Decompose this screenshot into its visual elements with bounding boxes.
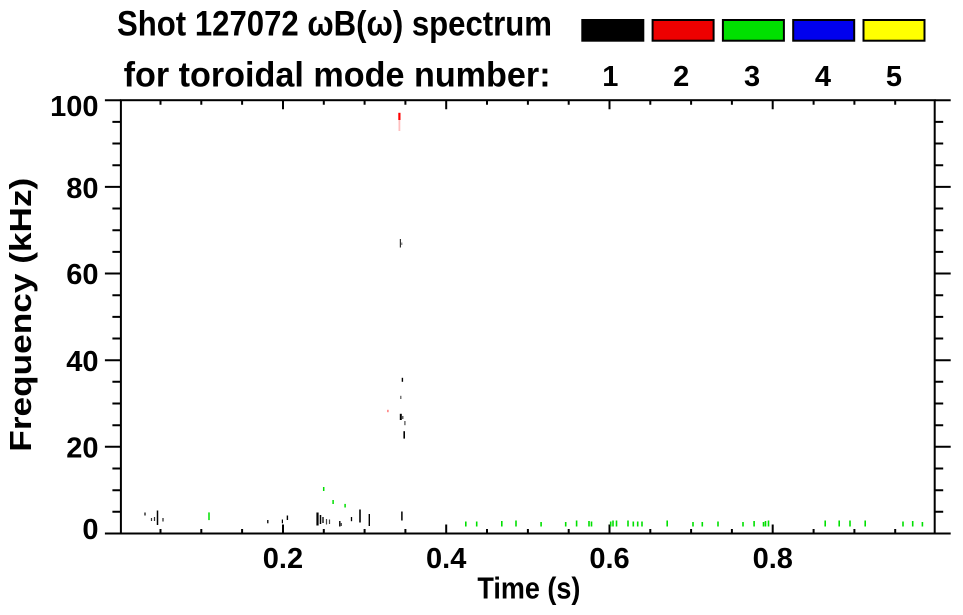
svg-text:80: 80: [66, 173, 98, 205]
svg-text:0: 0: [82, 514, 98, 546]
svg-text:0.8: 0.8: [753, 543, 793, 575]
svg-text:Time (s): Time (s): [477, 571, 580, 606]
svg-text:Shot 127072 ωB(ω) spectrum: Shot 127072 ωB(ω) spectrum: [117, 5, 552, 44]
svg-text:1: 1: [602, 61, 618, 93]
svg-text:3: 3: [744, 61, 760, 93]
svg-text:4: 4: [815, 61, 831, 93]
svg-text:for toroidal mode number:: for toroidal mode number:: [124, 55, 551, 94]
svg-text:0.4: 0.4: [426, 543, 466, 575]
svg-text:0.6: 0.6: [589, 543, 629, 575]
svg-text:0.2: 0.2: [263, 543, 303, 575]
svg-text:100: 100: [50, 91, 98, 123]
svg-text:5: 5: [886, 61, 902, 93]
svg-text:2: 2: [673, 61, 689, 93]
svg-text:Frequency (kHz): Frequency (kHz): [3, 178, 38, 452]
svg-text:60: 60: [66, 259, 98, 291]
svg-text:40: 40: [66, 346, 98, 378]
svg-text:20: 20: [66, 432, 98, 464]
